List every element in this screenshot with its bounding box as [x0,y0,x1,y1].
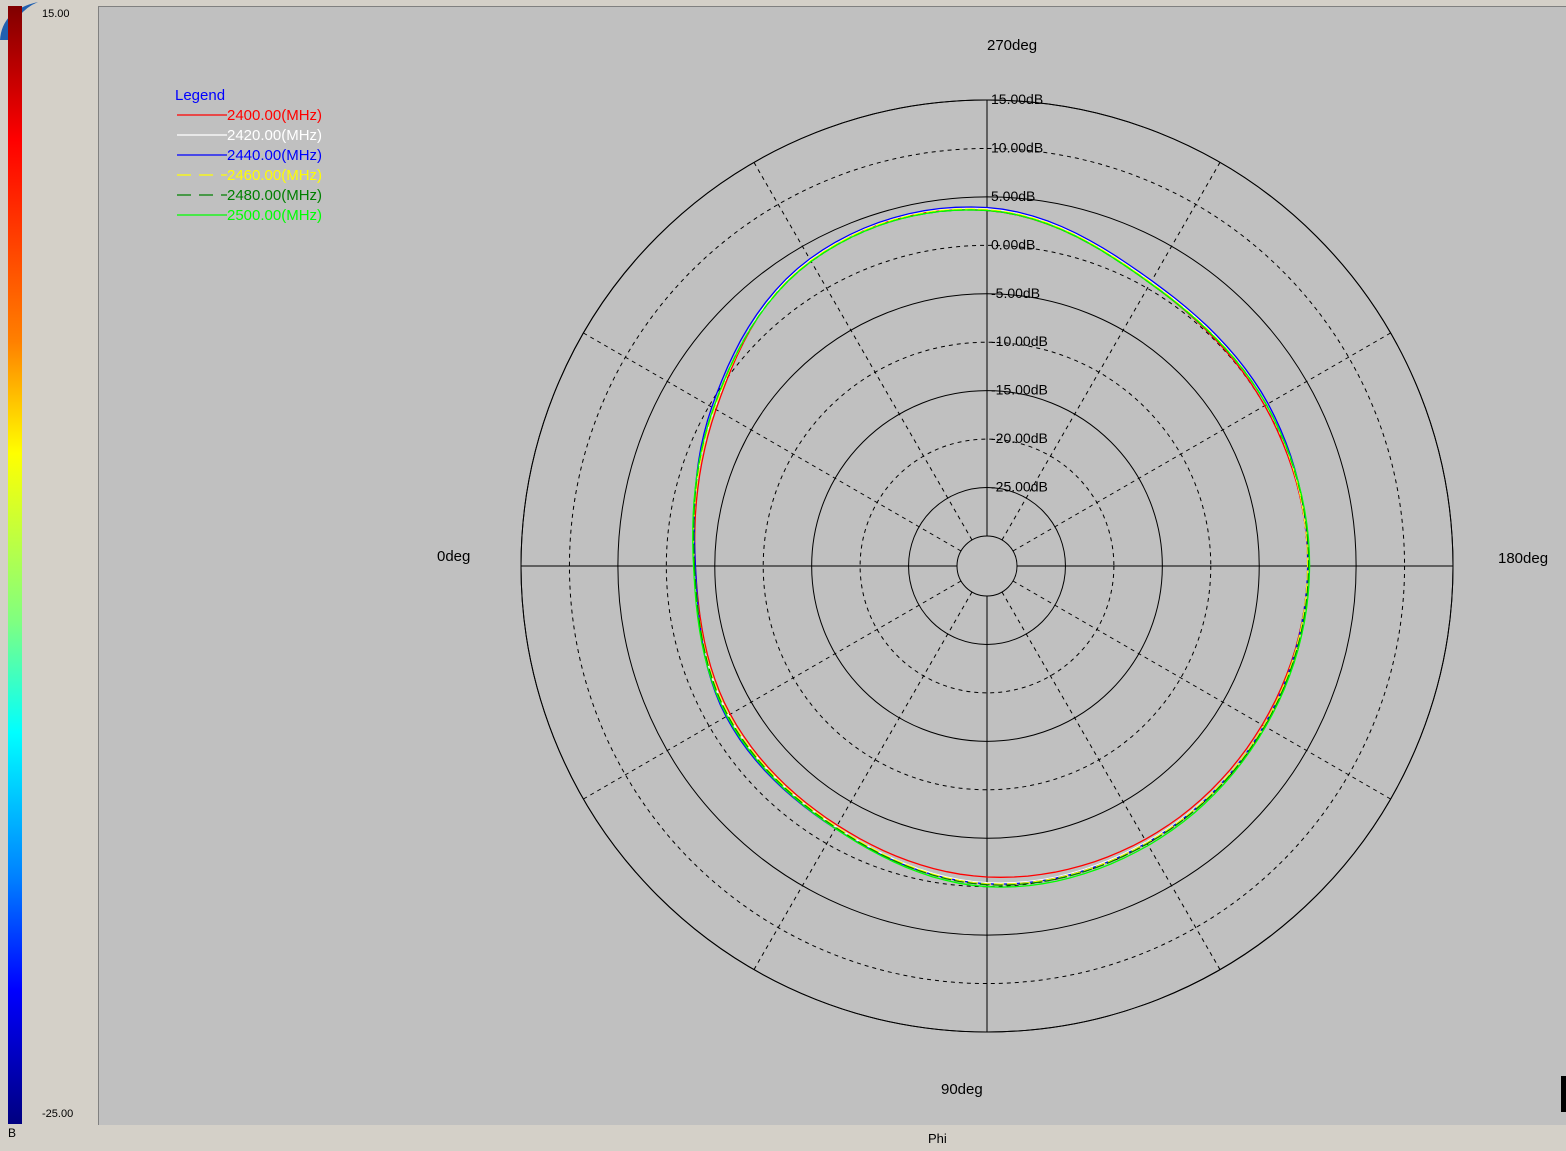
polar-labels: 15.00dB 10.00dB 5.00dB 0.00dB -5.00dB -10.00d… [437,37,1548,1098]
colorbar [8,6,22,1124]
series-curve [692,207,1309,884]
r-tick-label: 15.00dB [991,91,1043,107]
ring-outer [520,99,1454,1033]
ring-7 [859,438,1115,694]
ring-center [956,535,1018,597]
angle-label-0: 0deg [437,548,470,565]
spoke-150 [1012,580,1391,800]
angle-label-180: 180deg [1498,550,1548,567]
spoke-300 [753,162,973,541]
r-tick-label: -15.00dB [991,382,1048,398]
colorbar-max-label: 15.00 [42,8,70,20]
spoke-120 [1001,591,1221,970]
series-curve [692,209,1311,888]
legend-entry-label: 2500.00(MHz) [227,207,322,224]
series-curves [692,206,1311,888]
angle-label-90: 90deg [941,1081,983,1098]
legend-entry-label: 2400.00(MHz) [227,107,322,124]
angle-label-270: 270deg [987,37,1037,54]
x-axis-label: Phi [928,1131,947,1146]
spoke-210 [1012,332,1391,552]
r-tick-label: 0.00dB [991,236,1035,252]
legend-entry-label: 2440.00(MHz) [227,147,322,164]
r-tick-label: 10.00dB [991,139,1043,155]
plot-area: Legend 2400.00(MHz) 2420.00(MHz) 2440.00(MH… [98,6,1566,1125]
polar-grid [520,99,1454,1033]
ring-8 [908,487,1066,645]
ring-5 [762,341,1212,791]
series-curve [694,209,1309,878]
ring-2 [617,196,1357,936]
ring-1 [568,147,1406,985]
r-tick-label: -20.00dB [991,430,1048,446]
legend-title: Legend [175,87,225,104]
spoke-30 [583,580,962,800]
colorbar-min-label: -25.00 [42,1108,74,1120]
r-tick-label: -10.00dB [991,333,1048,349]
ring-6 [811,390,1163,742]
legend-entry-label: 2420.00(MHz) [227,127,322,144]
series-curve [692,208,1309,885]
spoke-60 [753,591,973,970]
ring-4 [714,293,1260,839]
colorbar-unit-label: B [8,1126,17,1140]
r-tick-label: -5.00dB [991,285,1040,301]
r-tick-label: 5.00dB [991,188,1035,204]
resize-grip[interactable] [1561,1076,1566,1112]
r-tick-label: -25.00dB [991,479,1048,495]
series-curve [693,206,1309,885]
spoke-240 [1001,162,1221,541]
legend-entry-label: 2460.00(MHz) [227,167,322,184]
legend-entry-label: 2480.00(MHz) [227,187,322,204]
spoke-330 [583,332,962,552]
